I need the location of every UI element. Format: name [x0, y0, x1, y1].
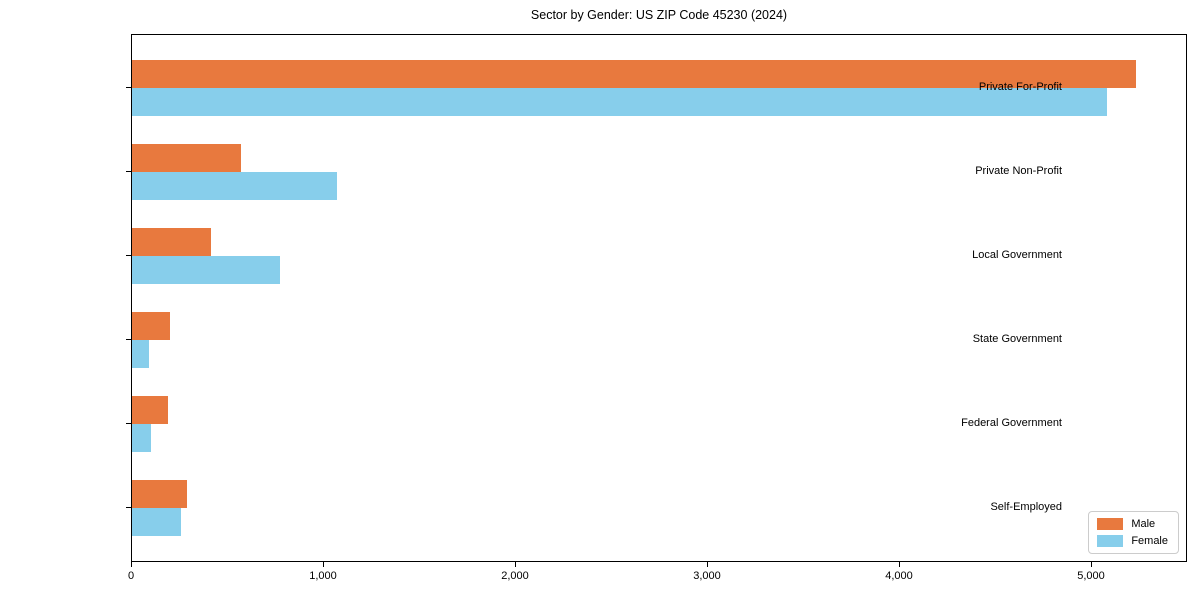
- xtick-label-3: 3,000: [693, 570, 721, 582]
- plot-area: Male Female: [131, 34, 1187, 562]
- bar-male-1: [132, 144, 242, 172]
- ytick-label-2: Local Government: [972, 249, 1062, 261]
- legend-label-female: Female: [1131, 535, 1168, 547]
- bar-female-2: [132, 256, 280, 284]
- legend-label-male: Male: [1131, 518, 1156, 530]
- legend: Male Female: [1088, 511, 1179, 554]
- chart-title: Sector by Gender: US ZIP Code 45230 (202…: [530, 8, 788, 22]
- ytick-mark-5: [126, 507, 131, 509]
- ytick-label-1: Private Non-Profit: [975, 165, 1062, 177]
- bar-male-0: [132, 60, 1137, 88]
- bar-male-5: [132, 480, 187, 508]
- bar-female-5: [132, 508, 181, 536]
- male-swatch: [1097, 518, 1124, 530]
- xtick-label-5: 5,000: [1077, 570, 1105, 582]
- bar-female-3: [132, 340, 150, 368]
- bar-female-0: [132, 88, 1108, 116]
- ytick-mark-1: [126, 171, 131, 173]
- xtick-label-2: 2,000: [501, 570, 529, 582]
- xtick-label-0: 0: [127, 570, 135, 582]
- legend-entry-female: Female: [1097, 535, 1168, 547]
- xtick-mark-1: [323, 562, 325, 567]
- xtick-mark-2: [515, 562, 517, 567]
- xtick-mark-3: [707, 562, 709, 567]
- xtick-label-4: 4,000: [885, 570, 913, 582]
- bar-male-3: [132, 312, 171, 340]
- legend-entry-male: Male: [1097, 518, 1168, 530]
- ytick-label-4: Federal Government: [961, 417, 1062, 429]
- ytick-label-5: Self-Employed: [990, 501, 1062, 513]
- bars-layer: [132, 35, 1186, 561]
- bar-male-2: [132, 228, 211, 256]
- xtick-label-1: 1,000: [309, 570, 337, 582]
- xtick-mark-5: [1091, 562, 1093, 567]
- xtick-mark-4: [899, 562, 901, 567]
- female-swatch: [1097, 535, 1124, 547]
- ytick-label-0: Private For-Profit: [978, 81, 1062, 93]
- bar-male-4: [132, 396, 168, 424]
- ytick-mark-4: [126, 423, 131, 425]
- xtick-mark-0: [131, 562, 133, 567]
- ytick-mark-2: [126, 255, 131, 257]
- ytick-mark-0: [126, 87, 131, 89]
- bar-female-1: [132, 172, 338, 200]
- ytick-mark-3: [126, 339, 131, 341]
- ytick-label-3: State Government: [972, 333, 1062, 345]
- bar-female-4: [132, 424, 152, 452]
